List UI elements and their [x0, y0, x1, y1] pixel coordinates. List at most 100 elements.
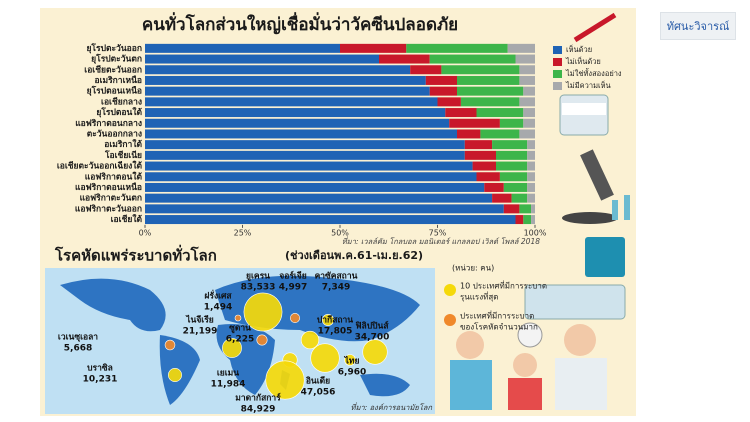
bar-segment	[406, 43, 508, 53]
outbreak-bubble	[234, 314, 242, 322]
bar-segment	[145, 118, 450, 128]
outbreak-bubble	[362, 339, 388, 365]
bar-segment	[499, 172, 528, 182]
bar-segment	[527, 140, 535, 150]
country-name: ไทย	[344, 356, 360, 367]
country-name: บราซิล	[87, 363, 113, 374]
country-name: จอร์เจีย	[279, 271, 307, 282]
legend-label: รุนแรงที่สุด	[460, 291, 498, 302]
opinion-button[interactable]: ทัศนะวิจารณ์	[660, 12, 736, 40]
bar-segment	[476, 172, 500, 182]
outbreak-bubble	[310, 343, 340, 373]
bar-segment	[145, 129, 457, 139]
country-cases: 5,668	[64, 344, 92, 354]
bar-segment	[445, 108, 477, 118]
map-unit: (หน่วย: คน)	[452, 264, 494, 273]
country-name: มาดากัสการ์	[235, 393, 281, 404]
country-name: อินเดีย	[306, 376, 330, 387]
bar-segment	[425, 75, 457, 85]
bar-segment	[429, 86, 457, 96]
outbreak-bubble	[290, 313, 300, 323]
bar-segment	[519, 75, 535, 85]
outbreak-bubble	[168, 368, 182, 382]
country-name: คาซัคสถาน	[315, 271, 358, 282]
country-name: ยูเครน	[246, 272, 270, 282]
country-name: ซูดาน	[229, 324, 251, 334]
bar-segment	[457, 75, 520, 85]
bar-segment	[457, 86, 524, 96]
bar-segment	[519, 204, 532, 214]
bar-segment	[496, 161, 528, 171]
x-tick-label: 100%	[524, 228, 547, 237]
x-tick-label: 0%	[139, 228, 152, 237]
country-cases: 83,533	[241, 283, 276, 293]
country-cases: 17,805	[318, 327, 353, 337]
outbreak-bubble	[243, 292, 283, 332]
y-tick-label: เอเชียตะวันออกเฉียงใต้	[57, 161, 143, 172]
legend-dot	[444, 314, 456, 326]
country-cases: 47,056	[301, 388, 336, 398]
source: ที่มา: เวลล์คัม โกลบอล มอนิเตอร์ แกลลอป …	[342, 236, 540, 246]
outbreak-bubble	[222, 338, 242, 358]
bar-segment	[519, 97, 535, 107]
country-name: เยเมน	[217, 369, 239, 379]
legend-swatch	[553, 82, 562, 90]
bar-segment	[464, 140, 493, 150]
bar-segment	[145, 150, 465, 160]
bar-segment	[145, 215, 516, 225]
bar-segment	[441, 65, 520, 75]
bar-segment	[523, 108, 535, 118]
bar-segment	[145, 161, 473, 171]
y-tick-label: เอเชียกลาง	[101, 96, 142, 107]
bar-segment	[523, 215, 532, 225]
outbreak-bubble	[265, 360, 305, 400]
bar-segment	[484, 182, 504, 192]
chart-title: คนทั่วโลกส่วนใหญ่เชื่อมั่นว่าวัคซีนปลอดภ…	[142, 12, 458, 35]
country-cases: 6,960	[338, 368, 366, 378]
bar-segment	[499, 118, 524, 128]
bar-segment	[437, 97, 461, 107]
country-cases: 34,700	[355, 333, 390, 343]
y-tick-label: แอฟริกาตอนเหนือ	[75, 182, 142, 193]
bar-segment	[145, 140, 465, 150]
bar-segment	[527, 172, 535, 182]
legend-label: ไม่มีความเห็น	[565, 80, 611, 90]
legend-swatch	[553, 70, 562, 78]
map-source: ที่มา: องค์การอนามัยโลก	[351, 402, 433, 412]
country-name: ฝรั่งเศส	[204, 289, 232, 302]
legend-label: เห็นด้วย	[566, 44, 592, 54]
bar-segment	[145, 108, 446, 118]
bar-segment	[523, 86, 535, 96]
bar-segment	[511, 193, 528, 203]
country-cases: 11,984	[211, 380, 246, 390]
bar-segment	[515, 54, 535, 64]
y-tick-label: แอฟริกาตะวันออก	[75, 203, 142, 214]
country-cases: 1,494	[204, 303, 232, 313]
bar-segment	[531, 215, 535, 225]
outbreak-bubble	[344, 354, 356, 366]
country-name: ไนจีเรีย	[185, 315, 214, 326]
y-tick-label: แอฟริกาตอนใต้	[85, 171, 143, 182]
bar-segment	[472, 161, 496, 171]
bar-segment	[340, 43, 407, 53]
outbreak-bubble	[300, 330, 320, 350]
country-cases: 21,199	[183, 327, 218, 337]
y-tick-label: อเมริกาใต้	[104, 139, 142, 150]
bar-segment	[145, 182, 485, 192]
bar-segment	[464, 150, 496, 160]
bar-segment	[460, 97, 520, 107]
bar-segment	[145, 75, 426, 85]
bar-segment	[145, 54, 379, 64]
bar-segment	[496, 150, 528, 160]
legend-dot	[444, 284, 456, 296]
map-period: (ช่วงเดือนพ.ค.61-เม.ย.62)	[285, 249, 423, 262]
legend-swatch	[553, 58, 562, 66]
bar-segment	[145, 65, 411, 75]
country-cases: 6,225	[226, 335, 254, 345]
country-name: ฟิลิปปินส์	[355, 321, 389, 332]
y-tick-label: โอเชียเนีย	[104, 150, 142, 161]
x-tick-label: 50%	[331, 228, 349, 237]
legend-label: ประเทศที่มีการระบาด	[460, 310, 534, 321]
bar-segment	[519, 129, 535, 139]
